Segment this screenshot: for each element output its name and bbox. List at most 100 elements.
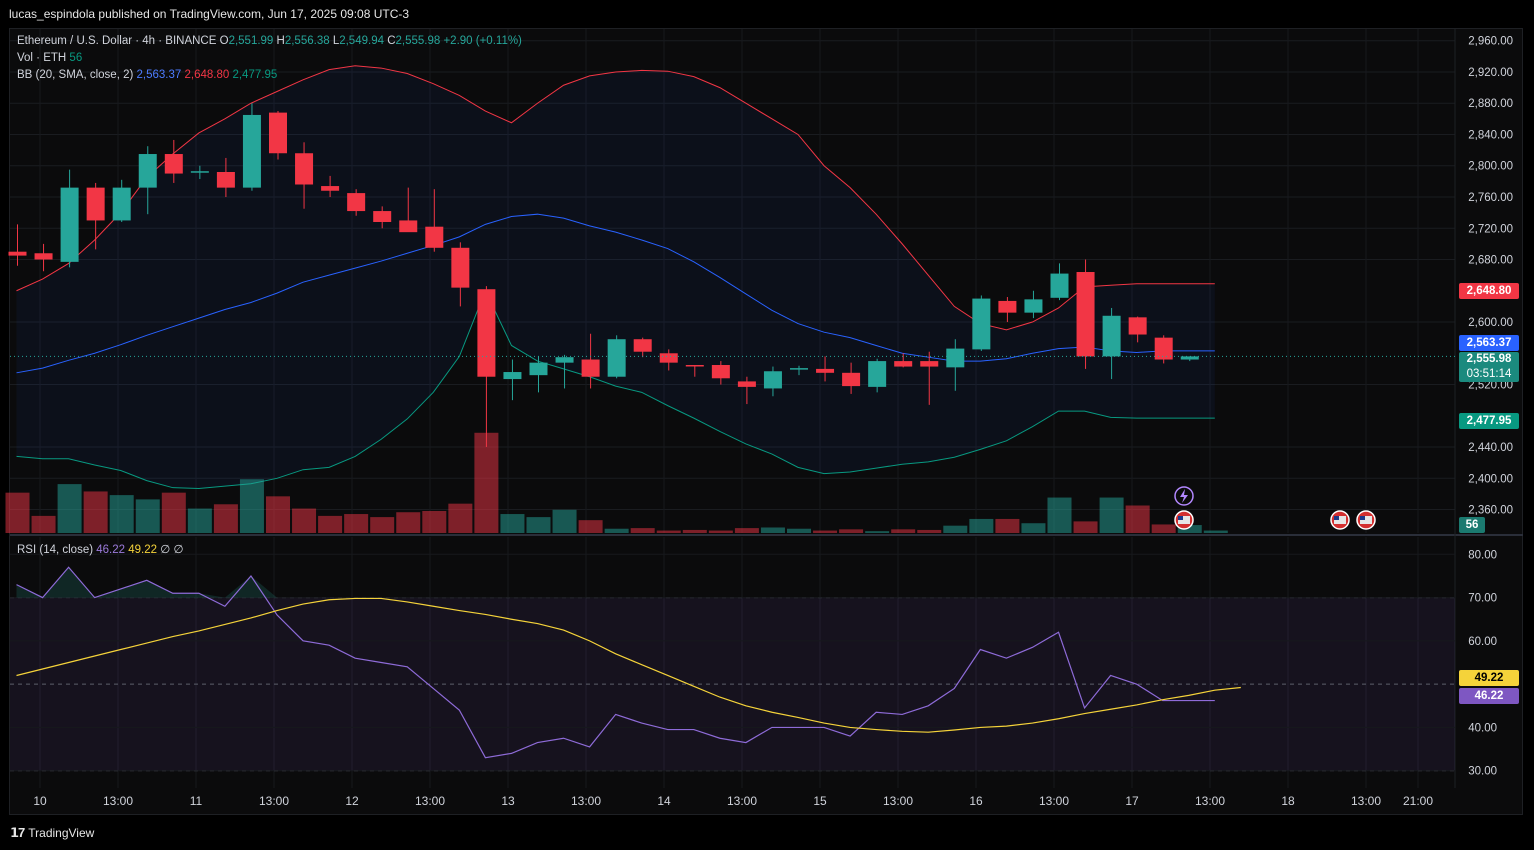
rsi-axis-label: 40.00	[1468, 722, 1497, 734]
rsi-axis-label: 80.00	[1468, 549, 1497, 561]
volume-bar	[917, 529, 942, 533]
volume-bar	[1177, 525, 1202, 533]
volume-bar	[31, 515, 56, 533]
price-axis-label: 2,720.00	[1468, 223, 1513, 235]
rsi-axis-label: 30.00	[1468, 766, 1497, 778]
time-axis-label: 10	[33, 794, 47, 808]
volume-bar	[83, 491, 108, 533]
legend-low-label: L	[332, 35, 340, 47]
candle-body	[868, 361, 887, 387]
price-axis-label: 2,760.00	[1468, 192, 1513, 204]
candle-body	[685, 365, 704, 367]
candle-body	[112, 187, 131, 221]
rsi-ma-line	[16, 597, 1241, 733]
candle-body	[190, 171, 209, 173]
price-axis-label: 2,840.00	[1468, 129, 1513, 141]
time-axis-label: 17	[1125, 794, 1139, 808]
candle-body	[164, 154, 183, 174]
price-axis-label: 2,600.00	[1468, 317, 1513, 329]
volume-bar	[5, 492, 30, 533]
candle-body	[763, 371, 782, 389]
candle-body	[1102, 315, 1121, 357]
publish-text: lucas_espindola published on TradingView…	[9, 7, 410, 21]
rsi-legend[interactable]: RSI (14, close) 46.22 49.22 ∅ ∅	[17, 542, 184, 556]
us-flag-event-icon	[1334, 516, 1339, 520]
candle-body	[790, 368, 808, 370]
rsi-line	[16, 566, 1215, 759]
candle-body	[242, 114, 261, 188]
candle-body	[60, 187, 79, 262]
volume-bar	[760, 527, 785, 533]
candle-body	[816, 368, 835, 373]
volume-bar	[1073, 521, 1098, 533]
volume-bar	[344, 514, 369, 533]
candle-body	[894, 361, 913, 367]
bb-legend[interactable]: BB (20, SMA, close, 2) 2,563.37 2,648.80…	[17, 69, 277, 81]
time-axis-label: 13:00	[727, 794, 757, 808]
volume-bar	[370, 517, 395, 533]
us-flag-event-icon	[1360, 516, 1372, 524]
candle-body	[503, 372, 522, 380]
candle-body	[295, 153, 314, 185]
rsi-value: 46.22	[96, 544, 126, 556]
time-axis-label: 13:00	[571, 794, 601, 808]
volume-bar	[187, 508, 212, 533]
volume-bar	[57, 484, 82, 533]
bb-upper-value: 2,648.80	[184, 69, 230, 81]
time-axis-label: 14	[657, 794, 671, 808]
candle-body	[633, 339, 652, 352]
time-axis-label: 15	[813, 794, 827, 808]
bb-label: BB (20, SMA, close, 2)	[17, 69, 134, 81]
legend-change: +2.90 (+0.11%)	[443, 35, 522, 47]
volume-bar	[578, 520, 603, 533]
rsi-label: RSI (14, close)	[17, 544, 94, 556]
rsi-ma-tag: 49.22	[1459, 670, 1519, 686]
candle-body	[972, 298, 991, 350]
volume-bar	[839, 529, 864, 533]
tradingview-logo-icon: 𝟭7	[10, 825, 25, 840]
candle-body	[8, 251, 27, 256]
volume-price-tag: 56	[1459, 517, 1485, 533]
volume-bar	[1047, 497, 1072, 533]
time-axis-label: 13:00	[1039, 794, 1069, 808]
time-axis-label: 13:00	[1351, 794, 1381, 808]
price-axis-label: 2,880.00	[1468, 98, 1513, 110]
volume-legend[interactable]: Vol · ETH 56	[17, 52, 82, 64]
candle-body	[373, 211, 392, 223]
tradingview-logo[interactable]: 𝟭7 TradingView	[10, 825, 94, 841]
bar-countdown: 03:51:14	[1459, 367, 1519, 382]
price-axis-label: 2,920.00	[1468, 67, 1513, 79]
candle-body	[1154, 337, 1173, 360]
lightning-event-icon	[1174, 486, 1194, 506]
price-axis-label: 2,960.00	[1468, 36, 1513, 48]
symbol-legend[interactable]: Ethereum / U.S. Dollar · 4h · BINANCE O2…	[17, 35, 522, 47]
candle-body	[737, 381, 756, 387]
volume-bar	[708, 530, 733, 533]
candle-body	[1180, 356, 1199, 360]
us-flag-event-icon	[1360, 516, 1365, 520]
volume-bar	[396, 512, 421, 533]
volume-bar	[1203, 530, 1228, 533]
us-flag-event-icon	[1334, 516, 1346, 524]
volume-bar	[813, 530, 838, 533]
volume-bar	[161, 492, 186, 533]
candle-body	[659, 353, 678, 363]
rsi-tag: 46.22	[1459, 688, 1519, 704]
legend-open: 2,551.99	[228, 35, 274, 47]
candle-body	[581, 359, 600, 377]
volume-bar	[109, 495, 134, 533]
volume-bar	[1151, 524, 1176, 533]
price-axis-label: 2,520.00	[1468, 380, 1513, 392]
volume-bar	[552, 509, 577, 533]
rsi-axis-label: 60.00	[1468, 636, 1497, 648]
rsi-overbought-fill	[16, 567, 1215, 598]
us-flag-event-icon	[1178, 516, 1183, 520]
candle-body	[138, 154, 157, 188]
volume-bar	[266, 496, 290, 533]
time-axis-label: 11	[190, 794, 203, 808]
volume-bar	[865, 531, 890, 533]
volume-bar	[474, 432, 499, 533]
volume-value: 56	[69, 52, 83, 64]
volume-bar	[604, 528, 629, 533]
